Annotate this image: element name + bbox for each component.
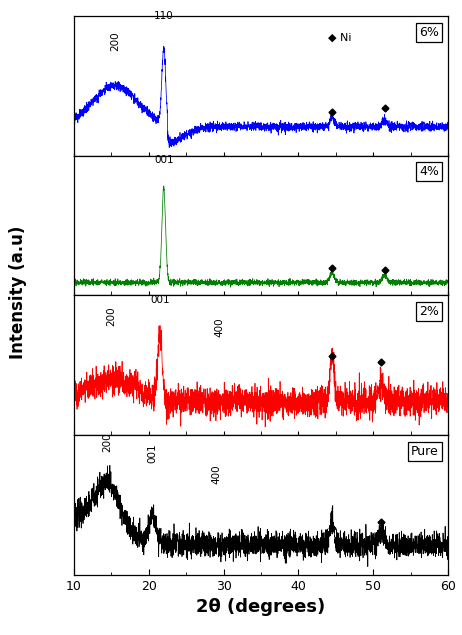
Text: 4%: 4% [419, 165, 439, 178]
Text: 400: 400 [211, 464, 221, 484]
Text: 200: 200 [103, 432, 113, 451]
Text: 001: 001 [154, 156, 174, 165]
Text: ◆ Ni: ◆ Ni [328, 32, 352, 43]
Text: Intensity (a.u): Intensity (a.u) [10, 225, 27, 359]
Text: Pure: Pure [411, 444, 439, 458]
Text: 200: 200 [110, 31, 120, 51]
Text: 200: 200 [106, 306, 116, 326]
Text: 6%: 6% [419, 25, 439, 39]
Text: 2%: 2% [419, 305, 439, 318]
X-axis label: 2θ (degrees): 2θ (degrees) [196, 598, 326, 616]
Text: 110: 110 [154, 11, 174, 22]
Text: 001: 001 [150, 295, 170, 305]
Text: 001: 001 [147, 443, 158, 463]
Text: 400: 400 [215, 318, 225, 337]
